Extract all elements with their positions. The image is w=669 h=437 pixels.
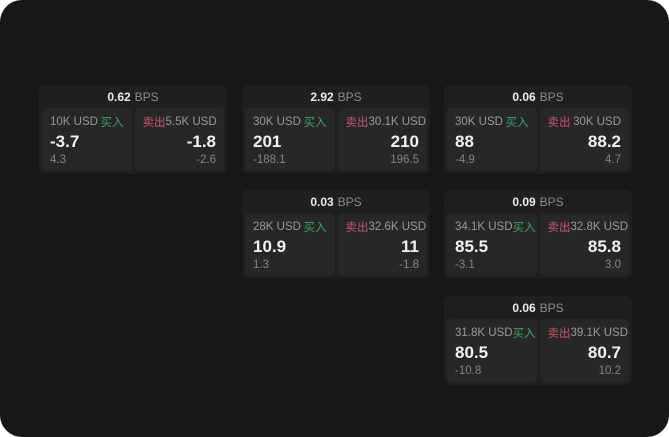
- buy-sub-value: -188.1: [253, 154, 286, 166]
- sell-amount: 39.1K USD: [570, 327, 629, 339]
- sell-amount: 32.8K USD: [570, 221, 629, 233]
- sell-sub-value: 196.5: [390, 154, 419, 166]
- buy-amount: 34.1K USD: [455, 221, 513, 233]
- bps-header: 0.03 BPS: [242, 190, 430, 211]
- quote-card: 2.92 BPS 30K USD 买入 201 -188.1 卖出 30.1K …: [242, 85, 430, 174]
- sell-price: 88.2: [587, 131, 621, 151]
- bps-header: 0.06 BPS: [444, 296, 632, 317]
- sell-tile[interactable]: 卖出 30K USD 88.2 4.7: [539, 108, 629, 171]
- sell-tile[interactable]: 卖出 39.1K USD 80.7 10.2: [539, 319, 629, 382]
- sell-side-label: 卖出: [345, 222, 369, 234]
- bps-value: 2.92: [310, 89, 334, 104]
- buy-tile[interactable]: 10K USD 买入 -3.7 4.3: [42, 108, 132, 171]
- buy-amount: 31.8K USD: [455, 327, 513, 339]
- sell-price: 210: [390, 131, 419, 151]
- buy-price: 88: [455, 131, 474, 151]
- sell-amount: 32.6K USD: [368, 221, 427, 233]
- quote-panels: 34.1K USD 买入 85.5 -3.1 卖出 32.8K USD 85.8…: [444, 211, 632, 279]
- sell-sub-value: 4.7: [605, 154, 621, 166]
- sell-price: 11: [401, 236, 419, 256]
- bps-unit: BPS: [539, 300, 564, 315]
- sell-amount: 30K USD: [573, 116, 621, 128]
- buy-sub-value: -10.8: [455, 365, 482, 377]
- quote-panels: 30K USD 买入 201 -188.1 卖出 30.1K USD 210 1…: [242, 106, 430, 174]
- bps-value: 0.09: [512, 194, 536, 209]
- bps-unit: BPS: [134, 89, 159, 104]
- buy-tile[interactable]: 34.1K USD 买入 85.5 -3.1: [447, 213, 537, 276]
- sell-sub-value: 3.0: [605, 259, 621, 271]
- bps-unit: BPS: [539, 194, 564, 209]
- sell-tile[interactable]: 卖出 32.8K USD 85.8 3.0: [539, 213, 629, 276]
- buy-price: -3.7: [50, 131, 80, 151]
- bps-unit: BPS: [337, 89, 362, 104]
- buy-sub-value: 1.3: [253, 259, 269, 271]
- quote-card: 0.03 BPS 28K USD 买入 10.9 1.3 卖出 32.6K US…: [242, 190, 430, 279]
- buy-amount: 30K USD: [455, 116, 503, 128]
- sell-side-label: 卖出: [547, 117, 571, 129]
- sell-sub-value: 10.2: [598, 365, 621, 377]
- buy-tile[interactable]: 30K USD 买入 88 -4.9: [447, 108, 537, 171]
- buy-side-label: 买入: [303, 117, 327, 129]
- sell-tile[interactable]: 卖出 30.1K USD 210 196.5: [337, 108, 427, 171]
- sell-amount: 30.1K USD: [368, 116, 427, 128]
- quote-panels: 28K USD 买入 10.9 1.3 卖出 32.6K USD 11 -1.8: [242, 211, 430, 279]
- buy-tile[interactable]: 28K USD 买入 10.9 1.3: [245, 213, 335, 276]
- bps-header: 0.09 BPS: [444, 190, 632, 211]
- sell-price: 80.7: [587, 342, 621, 362]
- buy-side-label: 买入: [505, 117, 529, 129]
- bps-unit: BPS: [539, 89, 564, 104]
- bps-header: 2.92 BPS: [242, 85, 430, 106]
- buy-price: 10.9: [253, 236, 287, 256]
- buy-amount: 28K USD: [253, 221, 301, 233]
- buy-side-label: 买入: [100, 117, 124, 129]
- buy-side-label: 买入: [303, 222, 327, 234]
- sell-price: 85.8: [587, 236, 621, 256]
- sell-amount: 5.5K USD: [165, 116, 217, 128]
- bps-header: 0.06 BPS: [444, 85, 632, 106]
- bps-value: 0.06: [512, 300, 536, 315]
- bps-value: 0.03: [310, 194, 334, 209]
- sell-side-label: 卖出: [142, 117, 166, 129]
- buy-amount: 30K USD: [253, 116, 301, 128]
- quote-card: 0.06 BPS 30K USD 买入 88 -4.9 卖出 30K USD 8…: [444, 85, 632, 174]
- bps-value: 0.62: [107, 89, 131, 104]
- quote-card: 0.62 BPS 10K USD 买入 -3.7 4.3 卖出 5.5K USD…: [39, 85, 227, 174]
- buy-tile[interactable]: 31.8K USD 买入 80.5 -10.8: [447, 319, 537, 382]
- buy-side-label: 买入: [512, 328, 536, 340]
- buy-tile[interactable]: 30K USD 买入 201 -188.1: [245, 108, 335, 171]
- sell-sub-value: -1.8: [399, 259, 419, 271]
- bps-header: 0.62 BPS: [39, 85, 227, 106]
- quote-panels: 31.8K USD 买入 80.5 -10.8 卖出 39.1K USD 80.…: [444, 317, 632, 385]
- buy-sub-value: -3.1: [455, 259, 475, 271]
- sell-side-label: 卖出: [547, 328, 571, 340]
- sell-tile[interactable]: 卖出 5.5K USD -1.8 -2.6: [134, 108, 224, 171]
- buy-price: 85.5: [455, 236, 489, 256]
- bps-value: 0.06: [512, 89, 536, 104]
- buy-price: 80.5: [455, 342, 489, 362]
- quote-panels: 30K USD 买入 88 -4.9 卖出 30K USD 88.2 4.7: [444, 106, 632, 174]
- buy-side-label: 买入: [512, 222, 536, 234]
- quote-card: 0.09 BPS 34.1K USD 买入 85.5 -3.1 卖出 32.8K…: [444, 190, 632, 279]
- bps-unit: BPS: [337, 194, 362, 209]
- buy-amount: 10K USD: [50, 116, 98, 128]
- quote-card: 0.06 BPS 31.8K USD 买入 80.5 -10.8 卖出 39.1…: [444, 296, 632, 385]
- sell-side-label: 卖出: [547, 222, 571, 234]
- buy-sub-value: -4.9: [455, 154, 475, 166]
- quote-panels: 10K USD 买入 -3.7 4.3 卖出 5.5K USD -1.8 -2.…: [39, 106, 227, 174]
- buy-price: 201: [253, 131, 282, 151]
- sell-side-label: 卖出: [345, 117, 369, 129]
- sell-price: -1.8: [186, 131, 216, 151]
- buy-sub-value: 4.3: [50, 154, 66, 166]
- sell-sub-value: -2.6: [196, 154, 216, 166]
- sell-tile[interactable]: 卖出 32.6K USD 11 -1.8: [337, 213, 427, 276]
